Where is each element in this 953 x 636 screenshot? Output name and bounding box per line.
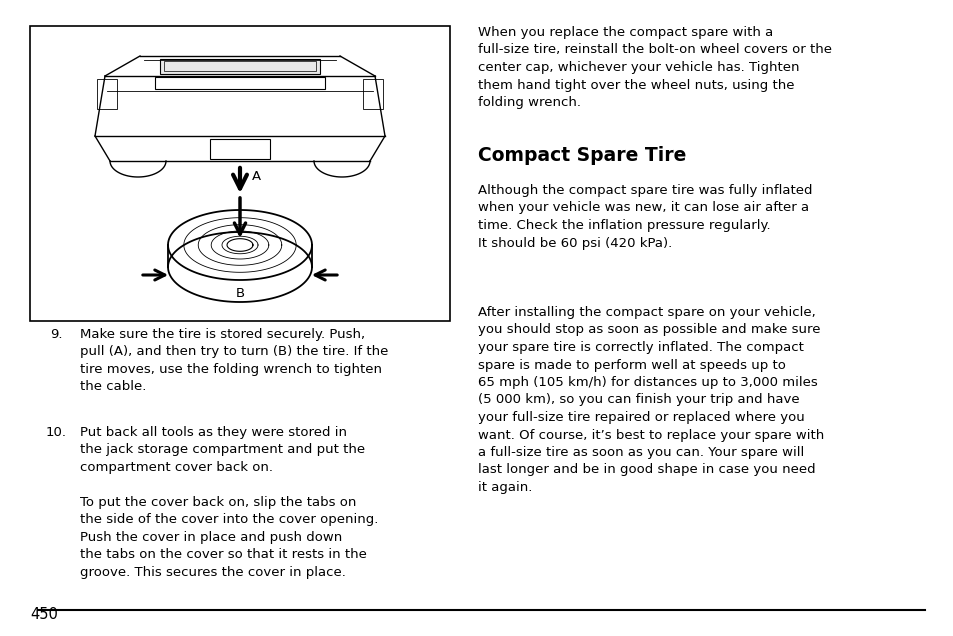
Text: To put the cover back on, slip the tabs on
the side of the cover into the cover : To put the cover back on, slip the tabs … [80,496,378,579]
Text: A: A [252,170,261,183]
Bar [210,139,270,159]
Text: 9.: 9. [50,328,63,341]
Text: 450: 450 [30,607,58,622]
Text: After installing the compact spare on your vehicle,
you should stop as soon as p: After installing the compact spare on yo… [477,306,823,494]
Text: Although the compact spare tire was fully inflated
when your vehicle was new, it: Although the compact spare tire was full… [477,184,812,249]
Text: 10.: 10. [46,426,67,439]
Bar [154,77,325,89]
Bar [97,79,117,109]
Text: When you replace the compact spare with a
full-size tire, reinstall the bolt-on : When you replace the compact spare with … [477,26,831,109]
Bar [363,79,382,109]
Text: B: B [235,287,244,300]
Text: Compact Spare Tire: Compact Spare Tire [477,146,685,165]
Bar [160,59,319,74]
Text: Make sure the tire is stored securely. Push,
pull (A), and then try to turn (B) : Make sure the tire is stored securely. P… [80,328,388,394]
Bar [30,26,450,321]
Text: Put back all tools as they were stored in
the jack storage compartment and put t: Put back all tools as they were stored i… [80,426,365,474]
Bar [164,61,315,71]
